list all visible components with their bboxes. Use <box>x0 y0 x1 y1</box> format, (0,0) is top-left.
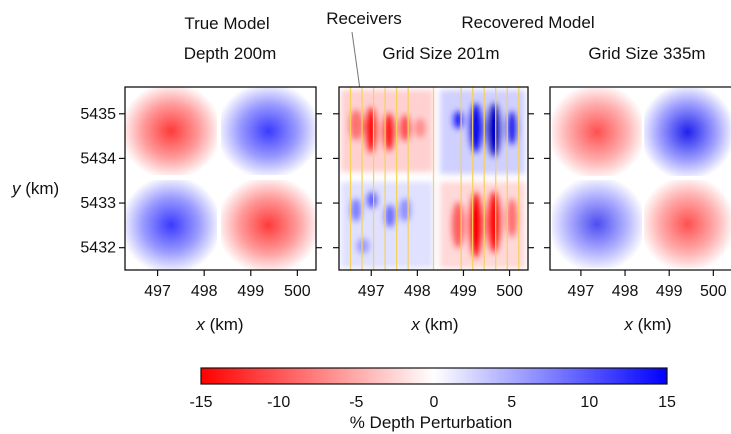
x-tick-label: 500 <box>496 283 523 300</box>
y-tick-label: 5434 <box>80 150 116 167</box>
grid-335-frame <box>549 86 731 271</box>
panel-true-model <box>124 86 317 271</box>
colorbar-tick-label: 5 <box>507 394 516 411</box>
title-receivers: Receivers <box>326 9 402 28</box>
grid-335-quadrant-top-right <box>644 88 731 176</box>
title-grid-335: Grid Size 335m <box>588 44 705 63</box>
axis-ticks: 497 498 499 500 5435 5434 5433 5432 497 498 499 500… <box>80 106 726 300</box>
x-tick-label: 498 <box>612 283 639 300</box>
y-tick-label: 5433 <box>80 195 116 212</box>
x-tick-label: 499 <box>237 283 264 300</box>
true-model-quadrant-top-right <box>221 87 316 175</box>
title-true-model: True Model <box>184 14 269 33</box>
x-axis-label-2: x (km) <box>410 315 458 334</box>
colorbar-ticks: -15 -10 -5 0 5 10 15 <box>189 394 676 411</box>
x-tick-label: 497 <box>568 283 595 300</box>
x-tick-label: 498 <box>404 283 431 300</box>
grid-335-quadrant-bottom-left <box>552 180 642 268</box>
true-model-quadrant-bottom-left <box>125 180 217 270</box>
title-depth: Depth 200m <box>184 44 277 63</box>
colorbar-label: % Depth Perturbation <box>350 413 513 432</box>
colorbar-tick-label: 15 <box>658 394 676 411</box>
panel-grid-335 <box>549 86 731 271</box>
title-recovered-model: Recovered Model <box>461 13 594 32</box>
true-model-quadrant-top-left <box>125 87 217 175</box>
colorbar-tick-label: 0 <box>430 394 439 411</box>
true-model-quadrant-bottom-right <box>221 180 316 270</box>
x-axis-label-3: x (km) <box>623 315 671 334</box>
panel-grid-201 <box>338 86 529 271</box>
grid-335-quadrant-top-left <box>552 88 642 176</box>
x-tick-label: 500 <box>700 283 727 300</box>
true-model-frame <box>124 86 317 271</box>
y-tick-label: 5435 <box>80 106 116 123</box>
title-grid-201: Grid Size 201m <box>382 44 499 63</box>
x-tick-label: 499 <box>656 283 683 300</box>
grid-201-frame <box>338 86 529 271</box>
x-tick-label: 499 <box>450 283 477 300</box>
colorbar-tick-label: -15 <box>189 394 212 411</box>
x-tick-label: 498 <box>191 283 218 300</box>
grid-335-quadrant-bottom-right <box>644 180 731 268</box>
colorbar-tick-label: -5 <box>349 394 363 411</box>
colorbar <box>200 367 668 385</box>
x-tick-label: 500 <box>284 283 311 300</box>
y-tick-label: 5432 <box>80 240 116 257</box>
colorbar-tick-label: -10 <box>267 394 290 411</box>
receiver-lines <box>349 87 520 270</box>
x-tick-label: 497 <box>358 283 385 300</box>
x-tick-label: 497 <box>144 283 171 300</box>
colorbar-tick-label: 10 <box>580 394 598 411</box>
x-axis-label-1: x (km) <box>195 315 243 334</box>
y-axis-label: y (km) <box>11 179 59 198</box>
